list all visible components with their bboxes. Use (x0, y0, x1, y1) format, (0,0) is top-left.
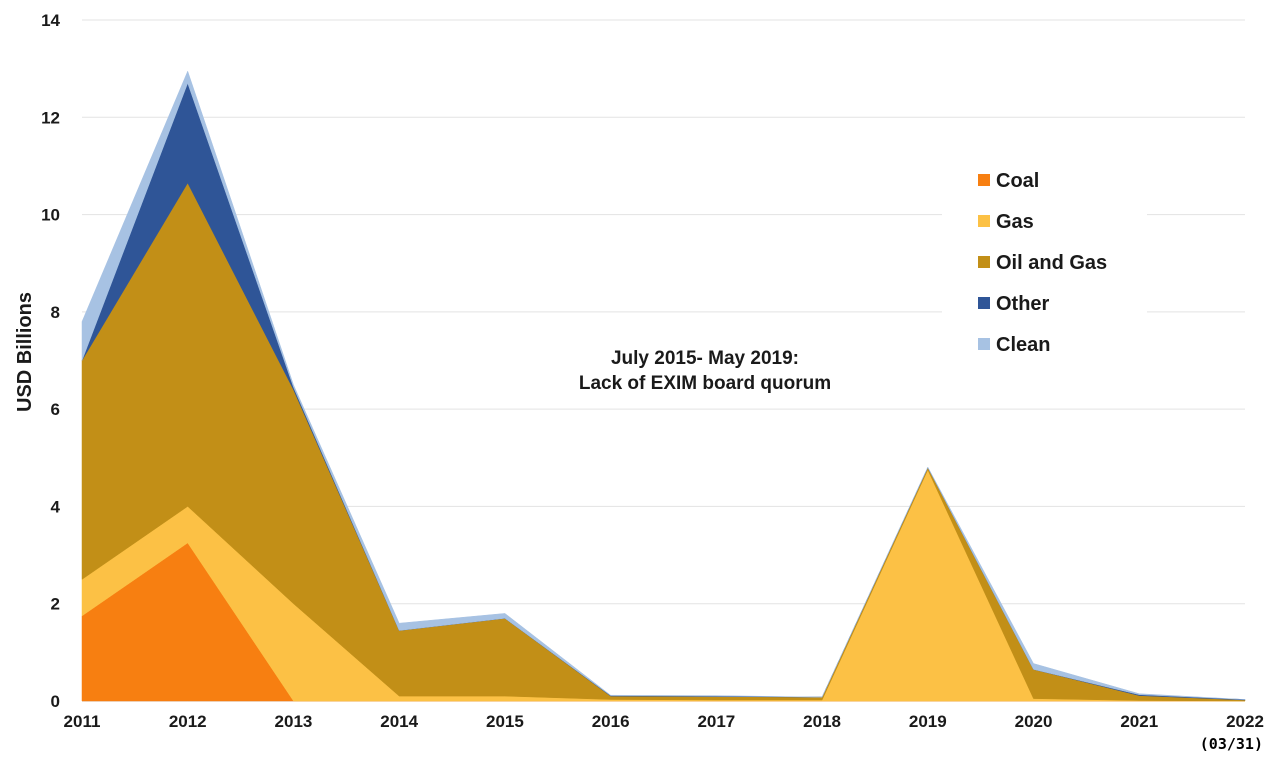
legend-label-clean: Clean (996, 334, 1050, 356)
x-tick-label: 2016 (592, 712, 630, 731)
axes: 0 2 4 6 8 10 12 14 2011 2012 2013 2014 2015 2016 2017 2… (41, 11, 1264, 731)
legend-label-gas: Gas (996, 211, 1034, 233)
x-tick-label: 2020 (1015, 712, 1053, 731)
legend-background (942, 160, 1147, 370)
area-clean (81, 70, 1246, 700)
legend-swatch-clean (978, 338, 990, 350)
page-number-tag: (03/31) (1199, 735, 1263, 753)
annotation-line-1: July 2015- May 2019: (611, 348, 799, 369)
legend-swatch-gas (978, 215, 990, 227)
x-tick-label: 2021 (1120, 712, 1158, 731)
x-tick-label: 2018 (803, 712, 841, 731)
x-tick-label: 2012 (169, 712, 207, 731)
x-tick-label: 2017 (697, 712, 735, 731)
annotation-line-2: Lack of EXIM board quorum (579, 373, 831, 394)
x-tick-label: 2022 (1226, 712, 1264, 731)
legend-swatch-coal (978, 174, 990, 186)
y-tick-label: 12 (41, 108, 60, 127)
legend-swatch-oil-and-gas (978, 256, 990, 268)
y-tick-label: 4 (51, 497, 61, 516)
y-tick-label: 0 (51, 692, 60, 711)
x-tick-label: 2011 (64, 712, 101, 731)
x-tick-label: 2014 (380, 712, 418, 731)
legend-label-oil-and-gas: Oil and Gas (996, 252, 1107, 274)
y-tick-label: 2 (51, 595, 60, 614)
legend-label-other: Other (996, 293, 1050, 315)
y-tick-label: 8 (51, 303, 60, 322)
x-tick-label: 2015 (486, 712, 524, 731)
annotation: July 2015- May 2019: Lack of EXIM board … (579, 348, 831, 394)
y-tick-label: 6 (51, 400, 60, 419)
x-tick-label: 2013 (275, 712, 313, 731)
y-axis-label: USD Billions (14, 292, 36, 412)
y-tick-label: 10 (41, 206, 60, 225)
x-tick-label: 2019 (909, 712, 947, 731)
legend-swatch-other (978, 297, 990, 309)
legend-label-coal: Coal (996, 170, 1039, 192)
y-tick-label: 14 (41, 11, 60, 30)
series-areas (81, 70, 1246, 702)
legend: Coal Gas Oil and Gas Other Clean (978, 170, 1107, 356)
